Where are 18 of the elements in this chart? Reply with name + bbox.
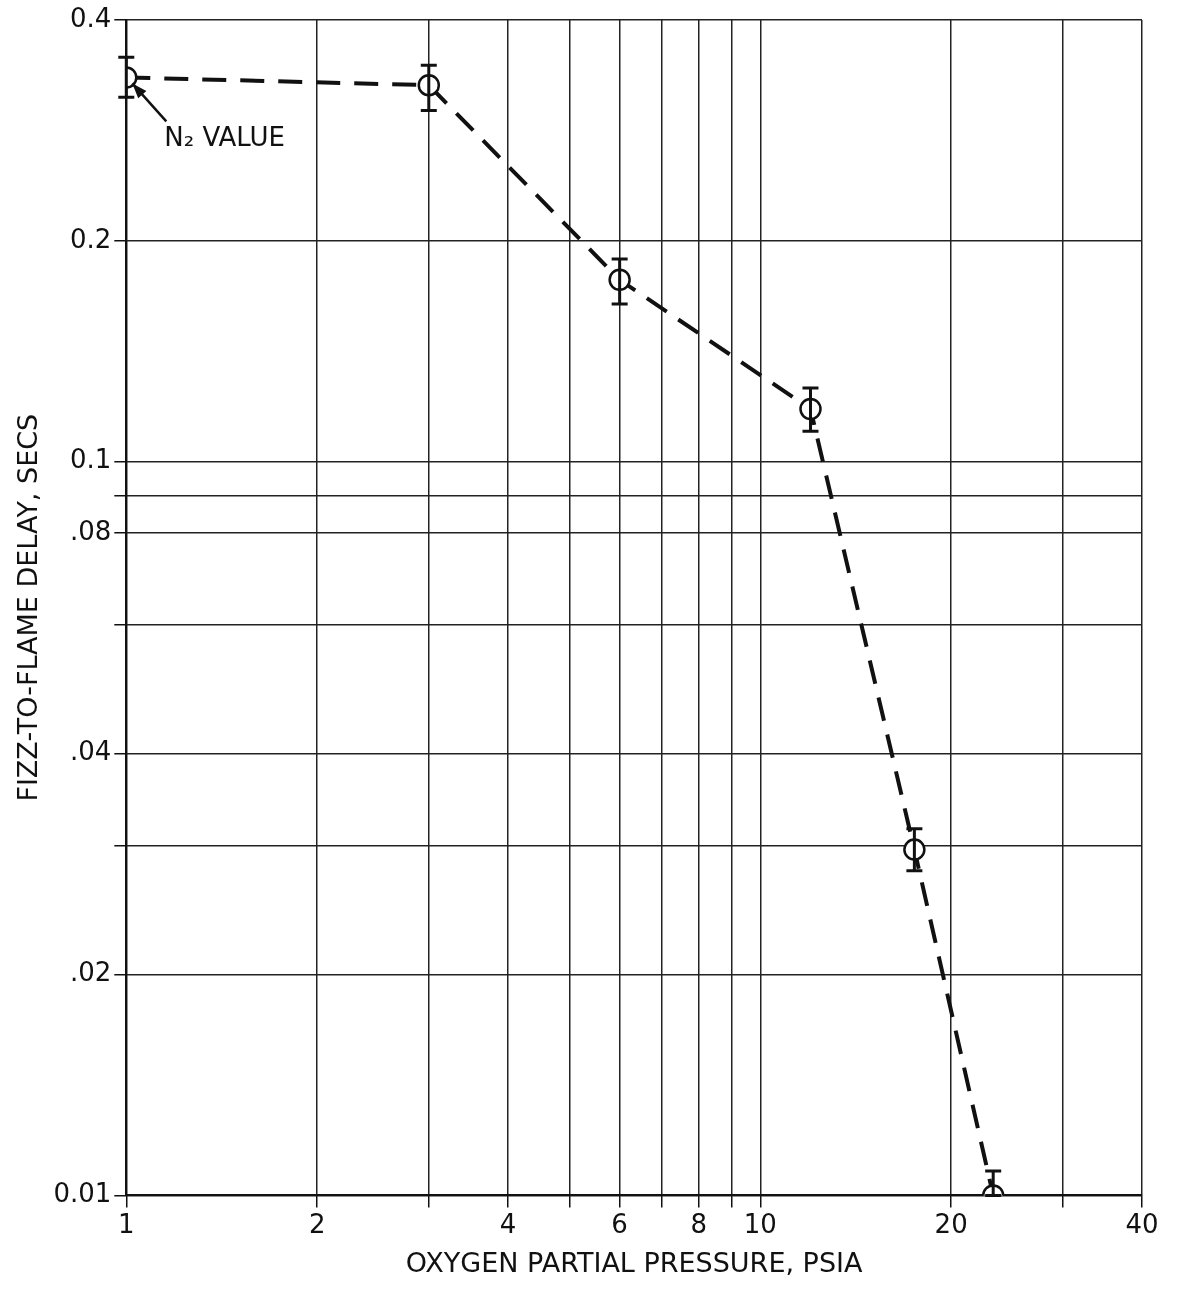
y-tick-label: 0.01 (53, 1178, 112, 1209)
x-tick-label: 6 (611, 1208, 628, 1239)
x-tick-label: 1 (118, 1208, 135, 1239)
x-tick-label: 4 (499, 1208, 517, 1239)
y-tick-label: 0.4 (69, 2, 112, 33)
y-tick-label: .04 (69, 736, 112, 767)
x-axis-title: OXYGEN PARTIAL PRESSURE, PSIA (405, 1246, 863, 1278)
x-tick-label: 40 (1125, 1208, 1159, 1239)
x-tick-label: 2 (308, 1208, 326, 1239)
y-tick-label: 0.2 (69, 223, 112, 254)
x-tick-label: 10 (743, 1208, 777, 1239)
y-axis-title: FIZZ-TO-FLAME DELAY, SECS (12, 413, 44, 802)
x-tick-label: 20 (934, 1208, 968, 1239)
y-tick-label: .08 (69, 515, 112, 546)
y-tick-label: 0.1 (69, 444, 112, 475)
annotation: N₂ VALUE (164, 122, 285, 153)
y-tick-label: .02 (69, 957, 112, 988)
x-tick-label: 8 (690, 1208, 708, 1239)
